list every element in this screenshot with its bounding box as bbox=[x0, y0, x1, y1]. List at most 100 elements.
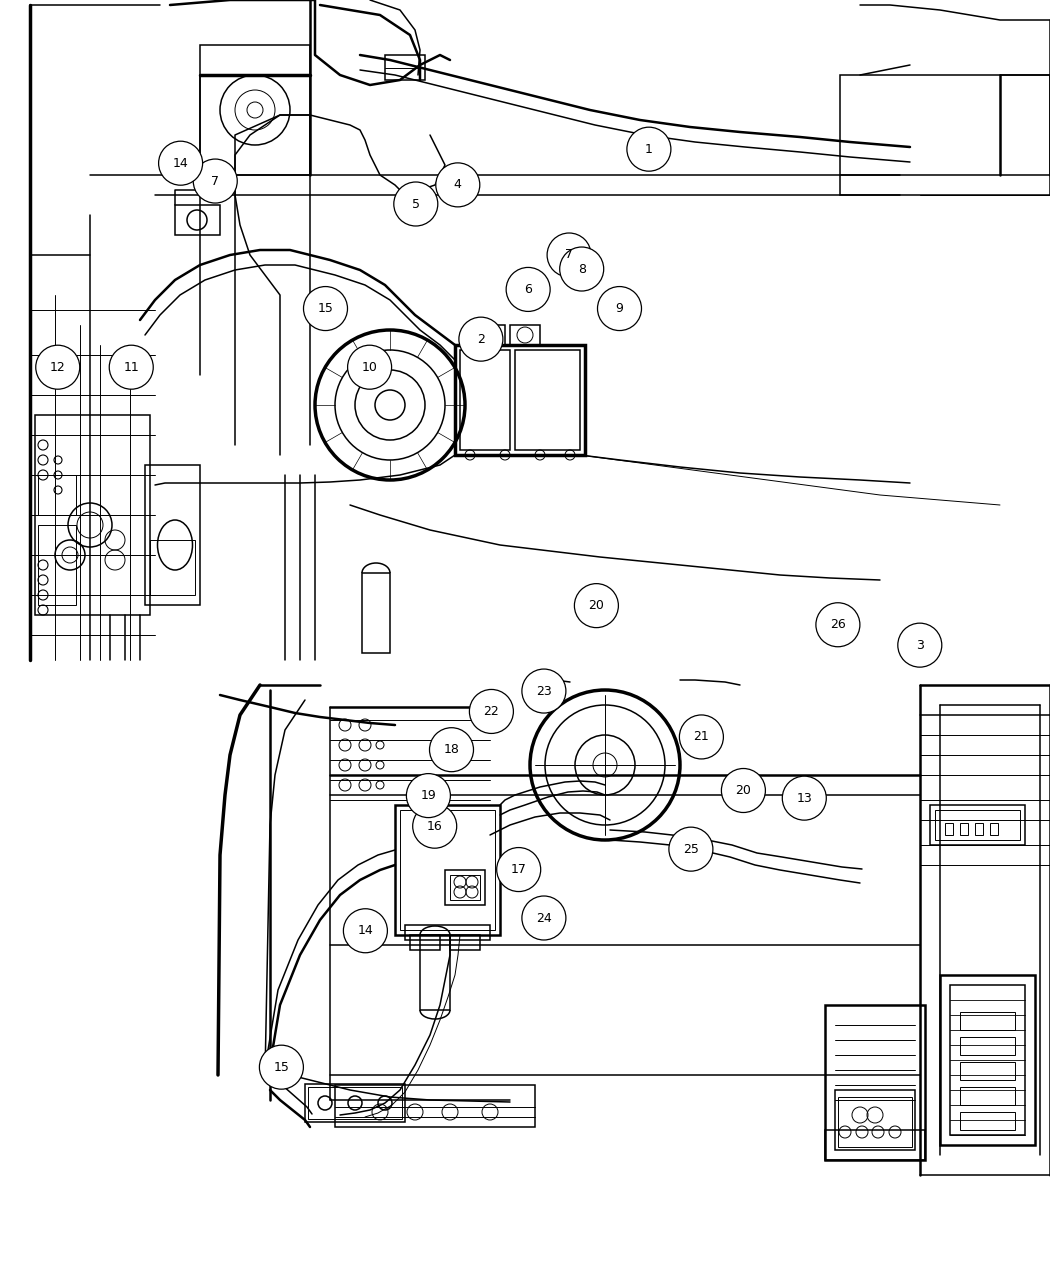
Text: 26: 26 bbox=[831, 618, 846, 631]
Bar bbox=[960, 822, 968, 835]
Bar bbox=[395, 805, 500, 935]
Circle shape bbox=[429, 728, 474, 771]
Text: 23: 23 bbox=[536, 685, 552, 697]
Bar bbox=[38, 476, 76, 515]
Text: 4: 4 bbox=[454, 179, 462, 191]
Circle shape bbox=[406, 774, 450, 817]
Text: 15: 15 bbox=[317, 302, 334, 315]
Bar bbox=[960, 1037, 1015, 1054]
Circle shape bbox=[303, 287, 348, 330]
Bar bbox=[304, 1084, 405, 1122]
Text: 20: 20 bbox=[735, 784, 752, 797]
Bar bbox=[934, 810, 1020, 840]
Circle shape bbox=[782, 776, 826, 820]
Text: 17: 17 bbox=[510, 863, 527, 876]
Bar bbox=[38, 525, 76, 606]
Text: 18: 18 bbox=[443, 743, 460, 756]
Bar bbox=[835, 1090, 915, 1150]
Bar bbox=[514, 351, 580, 450]
Circle shape bbox=[109, 346, 153, 389]
Bar bbox=[825, 1130, 925, 1160]
Bar bbox=[35, 414, 150, 615]
Bar bbox=[445, 870, 485, 905]
Text: 20: 20 bbox=[588, 599, 605, 612]
Bar bbox=[838, 1096, 912, 1148]
Circle shape bbox=[394, 182, 438, 226]
Circle shape bbox=[574, 584, 618, 627]
Circle shape bbox=[36, 346, 80, 389]
Text: 7: 7 bbox=[565, 249, 573, 261]
Text: 11: 11 bbox=[124, 361, 139, 374]
Circle shape bbox=[597, 287, 642, 330]
Text: 1: 1 bbox=[645, 143, 653, 156]
Bar bbox=[840, 75, 1050, 195]
Bar bbox=[510, 325, 540, 346]
Circle shape bbox=[193, 159, 237, 203]
Circle shape bbox=[436, 163, 480, 207]
Bar bbox=[960, 1088, 1015, 1105]
Bar bbox=[475, 325, 505, 346]
Circle shape bbox=[816, 603, 860, 646]
Circle shape bbox=[898, 623, 942, 667]
Bar bbox=[420, 935, 450, 1010]
Bar bbox=[175, 205, 220, 235]
Bar bbox=[400, 810, 495, 929]
Circle shape bbox=[469, 690, 513, 733]
Circle shape bbox=[547, 233, 591, 277]
Bar bbox=[960, 1012, 1015, 1030]
Text: 25: 25 bbox=[682, 843, 699, 856]
Circle shape bbox=[669, 827, 713, 871]
Text: 9: 9 bbox=[615, 302, 624, 315]
Bar bbox=[460, 351, 510, 450]
Text: 15: 15 bbox=[273, 1061, 290, 1074]
Text: 21: 21 bbox=[694, 731, 710, 743]
Bar bbox=[825, 1005, 925, 1160]
Text: 14: 14 bbox=[172, 157, 189, 170]
Bar bbox=[410, 935, 440, 950]
Bar bbox=[990, 822, 998, 835]
Circle shape bbox=[522, 896, 566, 940]
Bar bbox=[450, 875, 480, 900]
Text: 8: 8 bbox=[578, 263, 586, 275]
Bar bbox=[335, 1085, 536, 1127]
Circle shape bbox=[497, 848, 541, 891]
Text: 19: 19 bbox=[420, 789, 437, 802]
Circle shape bbox=[679, 715, 723, 759]
Text: 24: 24 bbox=[536, 912, 552, 924]
Circle shape bbox=[627, 128, 671, 171]
Bar bbox=[145, 465, 200, 606]
Circle shape bbox=[413, 805, 457, 848]
Text: 13: 13 bbox=[797, 792, 813, 805]
Bar bbox=[960, 1062, 1015, 1080]
Text: 7: 7 bbox=[211, 175, 219, 187]
Text: 22: 22 bbox=[483, 705, 500, 718]
Bar bbox=[455, 346, 585, 455]
Text: 5: 5 bbox=[412, 198, 420, 210]
Circle shape bbox=[259, 1046, 303, 1089]
Bar bbox=[950, 986, 1025, 1135]
Text: 6: 6 bbox=[524, 283, 532, 296]
Bar bbox=[960, 1112, 1015, 1130]
Circle shape bbox=[721, 769, 765, 812]
Bar bbox=[405, 924, 490, 940]
Bar bbox=[308, 1088, 402, 1119]
Circle shape bbox=[343, 909, 387, 952]
Circle shape bbox=[522, 669, 566, 713]
Bar bbox=[362, 572, 390, 653]
Circle shape bbox=[159, 142, 203, 185]
Text: 14: 14 bbox=[357, 924, 374, 937]
Text: 2: 2 bbox=[477, 333, 485, 346]
Text: 12: 12 bbox=[50, 361, 65, 374]
Circle shape bbox=[506, 268, 550, 311]
Bar bbox=[150, 541, 195, 595]
Bar bbox=[975, 822, 983, 835]
Bar bbox=[940, 975, 1035, 1145]
Bar bbox=[930, 805, 1025, 845]
Circle shape bbox=[560, 247, 604, 291]
Circle shape bbox=[348, 346, 392, 389]
Text: 10: 10 bbox=[361, 361, 378, 374]
Bar bbox=[385, 55, 425, 80]
Circle shape bbox=[459, 317, 503, 361]
Bar bbox=[200, 45, 310, 175]
Bar bbox=[945, 822, 953, 835]
